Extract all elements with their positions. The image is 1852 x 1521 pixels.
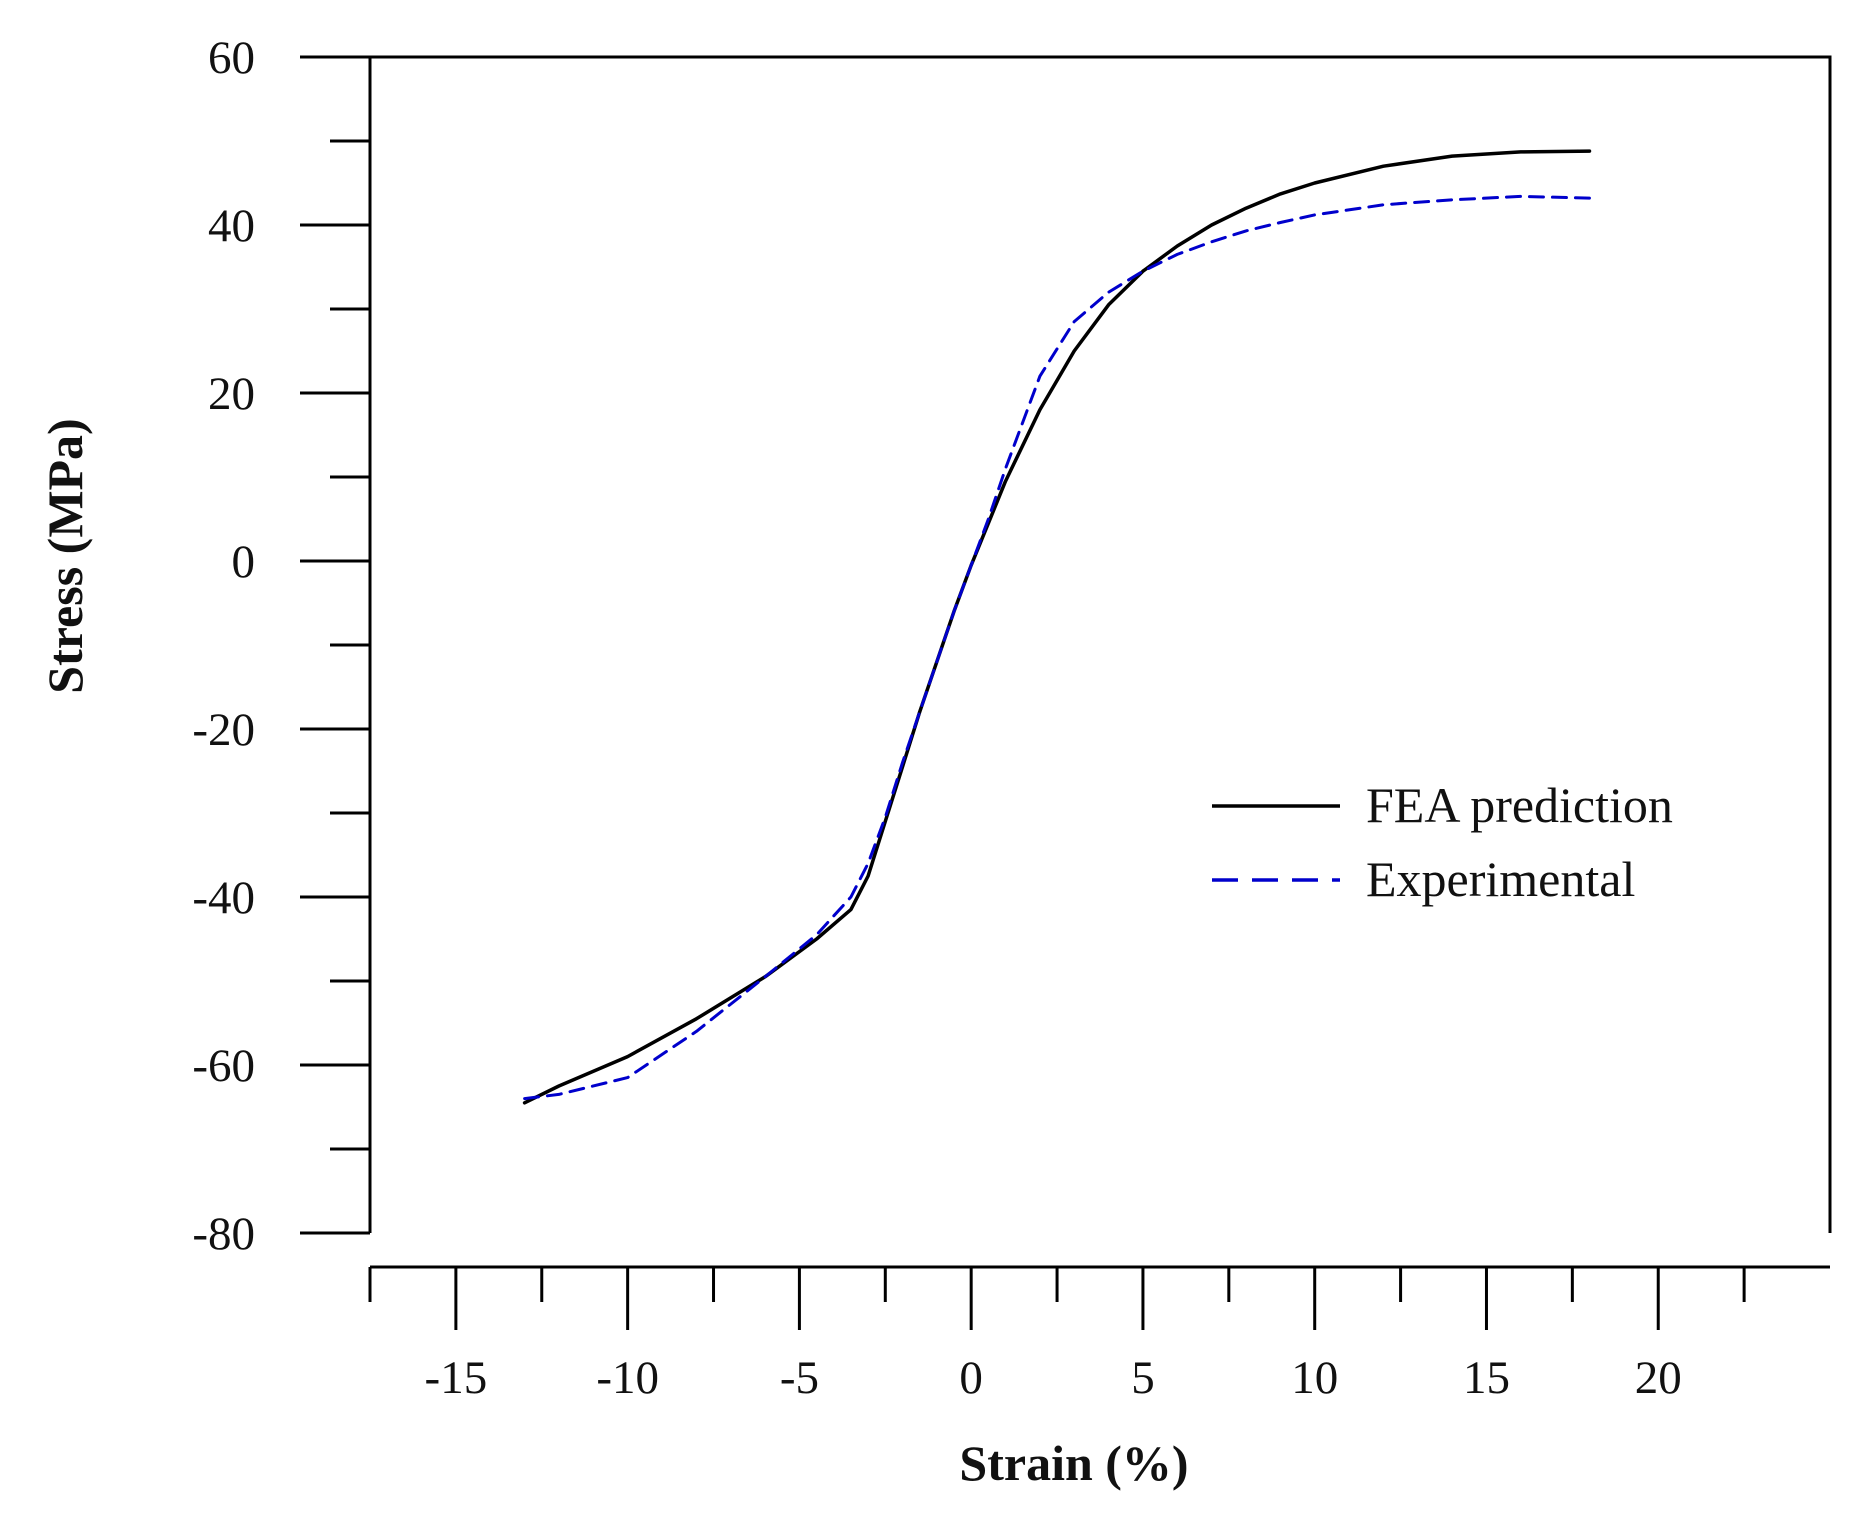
series-line-experimental <box>523 194 1591 1101</box>
y-tick-label: -60 <box>192 1040 255 1092</box>
x-axis-title: Strain (%) <box>959 1435 1188 1491</box>
y-axis: -80 -60 -40 -20 0 20 40 60 <box>192 32 370 1260</box>
x-tick-label: -5 <box>780 1352 819 1404</box>
y-tick-label: -20 <box>192 704 255 756</box>
y-tick-label: 40 <box>208 200 255 252</box>
x-tick-label: 0 <box>959 1352 983 1404</box>
x-tick-label: 10 <box>1291 1352 1338 1404</box>
y-tick-label: 20 <box>208 368 255 420</box>
x-tick-label: 5 <box>1131 1352 1155 1404</box>
x-tick-label: -10 <box>596 1352 659 1404</box>
legend-label-experimental: Experimental <box>1366 851 1635 907</box>
y-tick-label: 0 <box>232 536 256 588</box>
series-line-fea-prediction <box>522 149 1592 1105</box>
y-axis-title: Stress (MPa) <box>37 418 93 693</box>
y-tick-label: -80 <box>192 1208 255 1260</box>
x-axis: -15 -10 -5 0 5 10 15 20 <box>368 1265 1830 1404</box>
legend-label-fea: FEA prediction <box>1366 777 1673 833</box>
series-layer <box>522 149 1592 1105</box>
plot-border <box>368 55 1832 1233</box>
y-tick-label: 60 <box>208 32 255 84</box>
plot-frame <box>368 55 1832 1233</box>
y-tick-label: -40 <box>192 872 255 924</box>
x-tick-label: 20 <box>1635 1352 1682 1404</box>
legend: FEA prediction Experimental <box>1212 777 1673 907</box>
x-tick-label: 15 <box>1463 1352 1510 1404</box>
x-tick-label: -15 <box>425 1352 488 1404</box>
